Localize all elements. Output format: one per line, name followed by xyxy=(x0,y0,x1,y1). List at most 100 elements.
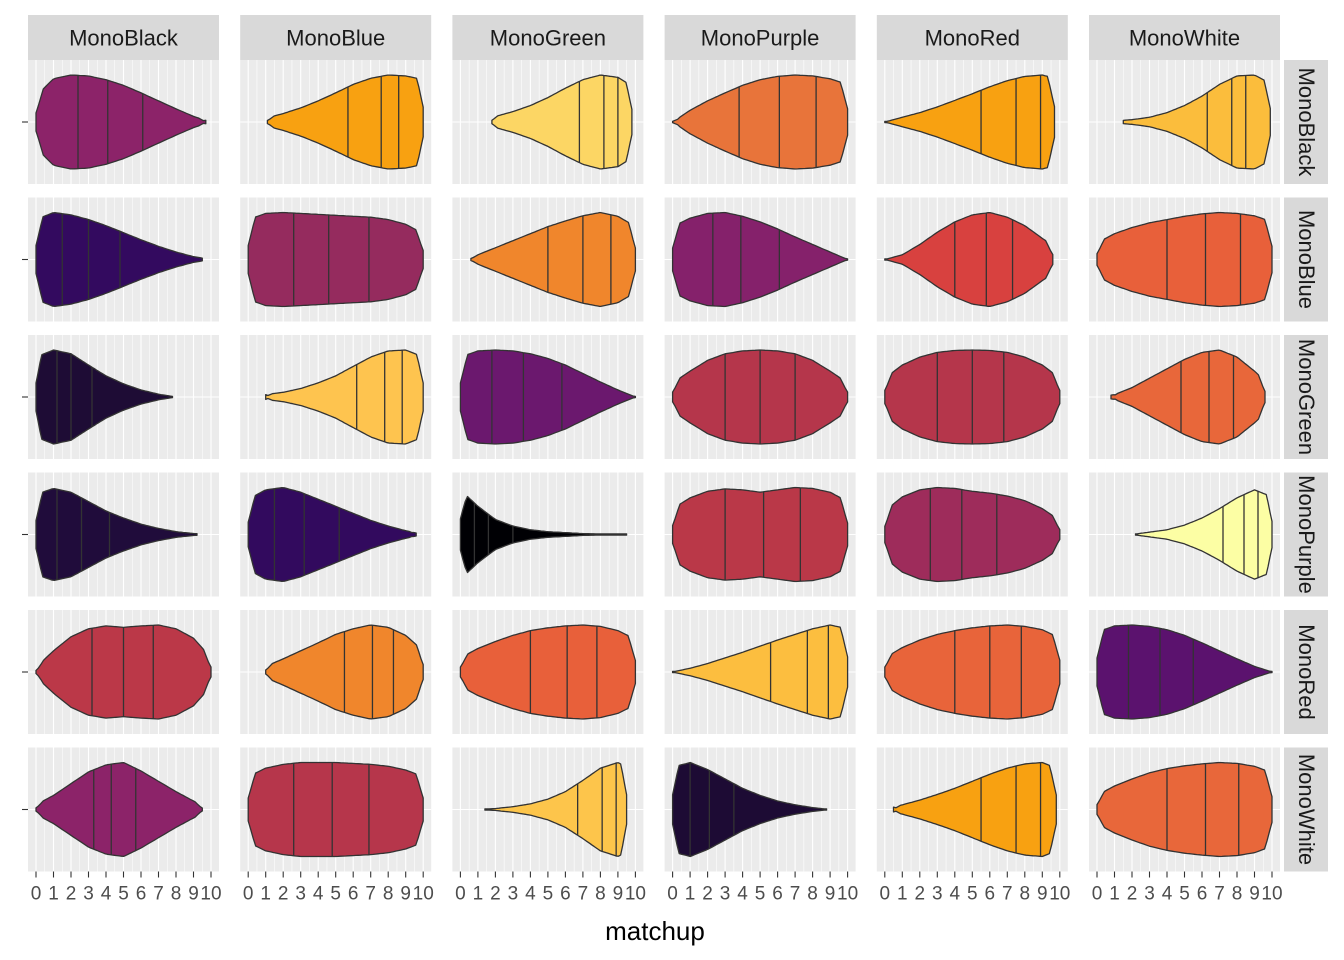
violin xyxy=(671,349,849,445)
x-tick-label: 0 xyxy=(1092,884,1103,905)
violin xyxy=(884,349,1061,445)
violin xyxy=(892,761,1057,858)
row-strip-label: MonoGreen xyxy=(1294,339,1319,455)
column-strip-label: MonoWhite xyxy=(1129,26,1240,51)
violin xyxy=(247,487,417,582)
row-strip-label: MonoWhite xyxy=(1294,754,1319,865)
violin xyxy=(470,211,637,308)
x-tick-label: 1 xyxy=(1109,884,1120,905)
violin-body xyxy=(491,74,633,170)
violin xyxy=(247,211,424,308)
column-strip-label: MonoPurple xyxy=(701,26,820,51)
x-tick-label: 7 xyxy=(1002,884,1013,905)
violin-body xyxy=(247,487,417,582)
x-tick-label: 2 xyxy=(490,884,501,905)
x-tick-label: 3 xyxy=(720,884,731,905)
violin-body xyxy=(671,486,849,583)
row-strip-label: MonoPurple xyxy=(1294,475,1319,594)
violin xyxy=(484,762,628,857)
x-tick-label: 2 xyxy=(278,884,289,905)
violin xyxy=(884,74,1056,170)
x-tick-label: 1 xyxy=(473,884,484,905)
x-tick-label: 5 xyxy=(967,884,978,905)
strip-background xyxy=(452,15,644,60)
violin xyxy=(884,212,1054,307)
x-tick-label: 9 xyxy=(400,884,411,905)
violin-body xyxy=(1134,489,1273,580)
x-tick-label: 1 xyxy=(48,884,59,905)
x-tick-label: 7 xyxy=(153,884,164,905)
violin xyxy=(1134,489,1273,580)
x-tick-label: 4 xyxy=(525,884,536,905)
violin-body xyxy=(265,349,424,445)
x-tick-label: 10 xyxy=(200,884,221,905)
strip-background xyxy=(1284,610,1328,734)
x-tick-label: 3 xyxy=(932,884,943,905)
x-tick-label: 8 xyxy=(595,884,606,905)
violin xyxy=(491,74,633,170)
x-tick-label: 0 xyxy=(455,884,466,905)
violin-body xyxy=(671,74,849,170)
row-strip-label: MonoRed xyxy=(1294,624,1319,719)
violin xyxy=(1110,349,1266,445)
violin xyxy=(671,624,849,720)
column-strip-label: MonoBlack xyxy=(69,26,179,51)
violin-body xyxy=(247,761,424,858)
violin xyxy=(35,212,203,307)
violin-body xyxy=(459,349,637,445)
violin-body xyxy=(884,74,1056,170)
x-tick-label: 2 xyxy=(66,884,77,905)
violin xyxy=(247,761,424,858)
x-tick-label: 3 xyxy=(83,884,94,905)
x-tick-label: 0 xyxy=(31,884,42,905)
x-tick-label: 6 xyxy=(772,884,783,905)
violin-body xyxy=(671,624,849,720)
x-tick-label: 7 xyxy=(790,884,801,905)
row-strip-label: MonoBlack xyxy=(1294,68,1319,178)
x-tick-label: 6 xyxy=(1197,884,1208,905)
violin xyxy=(671,761,828,858)
violin xyxy=(35,624,212,720)
strip-background xyxy=(240,15,432,60)
violin-body xyxy=(1122,74,1271,170)
x-tick-label: 5 xyxy=(1179,884,1190,905)
x-tick-label: 0 xyxy=(880,884,891,905)
x-tick-label: 3 xyxy=(508,884,519,905)
violin-body xyxy=(266,74,424,170)
x-axis-title: matchup xyxy=(605,916,705,946)
x-tick-label: 8 xyxy=(1232,884,1243,905)
violin-body xyxy=(1096,761,1273,858)
x-tick-label: 8 xyxy=(383,884,394,905)
x-tick-label: 10 xyxy=(1049,884,1070,905)
x-tick-label: 8 xyxy=(807,884,818,905)
x-tick-label: 5 xyxy=(755,884,766,905)
violin-body xyxy=(884,486,1061,583)
violin xyxy=(459,495,628,574)
x-tick-label: 2 xyxy=(1127,884,1138,905)
violin-body xyxy=(884,624,1061,720)
x-tick-label: 3 xyxy=(295,884,306,905)
violin xyxy=(266,74,424,170)
x-tick-label: 4 xyxy=(313,884,324,905)
violin-body xyxy=(1096,624,1273,720)
strip-background xyxy=(876,15,1068,60)
violin xyxy=(35,349,174,445)
violin xyxy=(884,624,1061,720)
column-strip-label: MonoGreen xyxy=(490,26,606,51)
axes: 0 1 2 3 4 5 6 7 8 9 10 0 1 2 3 4 5 6 7 8 9 10 0 1 2 3 4 5 6 7 8 9 10 0 1 2 3… xyxy=(22,121,1283,905)
violin-body xyxy=(1110,349,1266,445)
strip-background xyxy=(1089,15,1280,60)
x-tick-label: 4 xyxy=(101,884,112,905)
violin-body xyxy=(459,495,628,574)
x-tick-label: 10 xyxy=(837,884,858,905)
x-tick-label: 1 xyxy=(897,884,908,905)
x-tick-label: 4 xyxy=(737,884,748,905)
violin-body xyxy=(35,487,198,582)
violin xyxy=(671,486,849,583)
violin xyxy=(265,624,424,720)
x-tick-label: 9 xyxy=(613,884,624,905)
violin xyxy=(35,74,207,170)
violin-body xyxy=(671,211,849,308)
x-tick-label: 9 xyxy=(1037,884,1048,905)
strip-background xyxy=(1284,335,1328,459)
